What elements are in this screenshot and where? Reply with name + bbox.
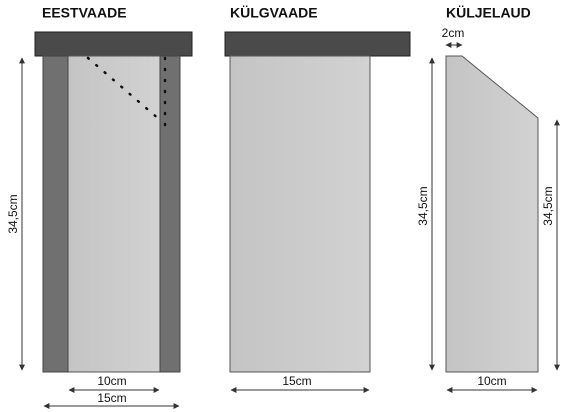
dimension-label: 2cm: [442, 26, 465, 40]
left-post: [42, 55, 69, 373]
dimension-label: 10cm: [97, 374, 126, 388]
dimension-label: 34,5cm: [6, 194, 20, 233]
dimension-label: 15cm: [282, 374, 311, 388]
cut-line: [86, 56, 162, 122]
roof: [224, 31, 411, 57]
dimension-label: 10cm: [477, 374, 506, 388]
view-title: EESTVAADE: [42, 5, 127, 21]
dimension-label: 34,5cm: [416, 186, 430, 225]
view-title: KÜLJELAUD: [446, 5, 531, 21]
side-body: [229, 55, 371, 373]
side-board: [445, 55, 539, 373]
roof: [34, 31, 193, 57]
front-board: [67, 55, 161, 373]
view-title: KÜLGVAADE: [230, 5, 318, 21]
dimension-label: 34,5cm: [541, 186, 555, 225]
dimension-label: 15cm: [97, 391, 126, 405]
right-post: [159, 55, 181, 373]
